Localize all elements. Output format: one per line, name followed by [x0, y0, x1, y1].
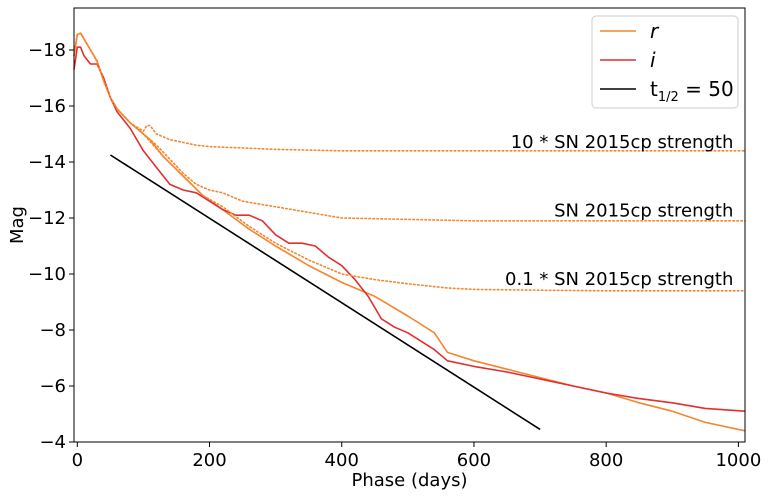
series-layer	[73, 32, 746, 432]
legend-label-r: r	[650, 19, 660, 43]
legend-label-i: i	[650, 48, 656, 72]
series-line-0-1-sn-2015cp-strength	[73, 32, 746, 292]
x-axis-label: Phase (days)	[352, 470, 468, 491]
x-tick-label: 600	[457, 450, 491, 471]
series-line-t1-2-50	[109, 154, 541, 431]
y-tick-label: −10	[28, 264, 66, 285]
y-tick-label: −12	[28, 208, 66, 229]
annotation-layer: 10 * SN 2015cp strength SN 2015cp strengt…	[505, 132, 733, 290]
y-tick-label: −16	[28, 96, 66, 117]
axis-layer: 0 200 400 600 800 1000 −4 −6 −8 −10 −12 −14 −16 −18	[28, 40, 761, 471]
annotation-10-sn-2015cp-strength: 10 * SN 2015cp strength	[511, 132, 734, 153]
annotation-sn-2015cp-strength: SN 2015cp strength	[554, 201, 733, 222]
legend-box	[591, 15, 739, 109]
plot-frame	[73, 7, 746, 443]
x-tick-label: 800	[589, 450, 623, 471]
legend: ri t1/2 = 50	[591, 15, 739, 109]
x-tick-label: 200	[192, 450, 226, 471]
x-tick-label: 400	[325, 450, 359, 471]
y-tick-label: −8	[39, 320, 66, 341]
legend-label-t1-2-50: t1/2 = 50	[650, 77, 734, 105]
y-tick-label: −18	[28, 40, 66, 61]
x-tick-label: 0	[72, 450, 83, 471]
y-tick-label: −6	[39, 376, 66, 397]
y-tick-label: −14	[28, 152, 66, 173]
x-tick-label: 1000	[715, 450, 761, 471]
y-axis-label: Mag	[7, 206, 28, 244]
annotation-0-1-sn-2015cp-strength: 0.1 * SN 2015cp strength	[505, 269, 733, 290]
y-tick-label: −4	[39, 432, 66, 453]
